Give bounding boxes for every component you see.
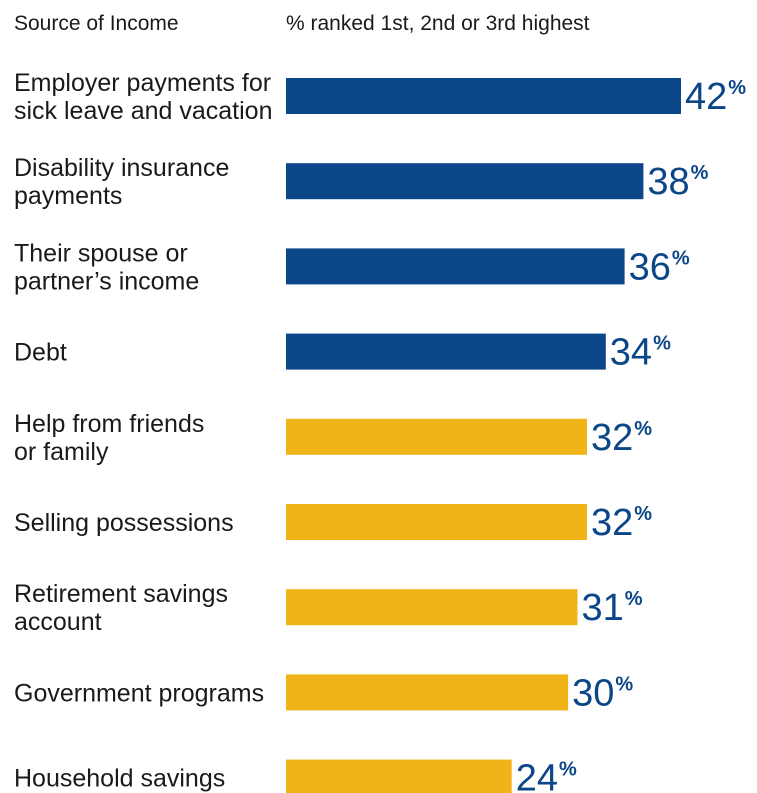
- value-column-header: % ranked 1st, 2nd or 3rd highest: [286, 12, 590, 35]
- value-label: 38%: [647, 161, 708, 203]
- category-label: Help from friends or family: [14, 410, 204, 466]
- category-label: Retirement savings account: [14, 580, 228, 636]
- category-label: Employer payments for sick leave and vaca…: [14, 69, 272, 125]
- value-label: 31%: [582, 587, 643, 629]
- value-label: 42%: [685, 76, 746, 118]
- value-label: 30%: [572, 672, 633, 714]
- bar: [286, 248, 625, 285]
- bar-rows: Employer payments for sick leave and vaca…: [14, 69, 746, 793]
- value-label: 34%: [610, 332, 671, 374]
- value-label: 24%: [516, 758, 577, 793]
- value-label: 32%: [591, 417, 652, 459]
- category-label: Government programs: [14, 679, 264, 707]
- value-label: 32%: [591, 502, 652, 544]
- category-label: Household savings: [14, 765, 225, 793]
- category-label: Debt: [14, 339, 67, 367]
- category-label: Their spouse or partner’s income: [14, 239, 199, 295]
- bar: [286, 674, 569, 711]
- bar: [286, 418, 587, 455]
- bar: [286, 504, 587, 540]
- category-column-header: Source of Income: [14, 12, 179, 35]
- category-label: Selling possessions: [14, 509, 234, 537]
- bar: [286, 589, 578, 626]
- bar: [286, 333, 606, 370]
- bar: [286, 759, 512, 793]
- bar: [286, 78, 681, 114]
- bar: [286, 163, 644, 200]
- category-label: Disability insurance payments: [14, 154, 229, 210]
- value-label: 36%: [629, 246, 690, 288]
